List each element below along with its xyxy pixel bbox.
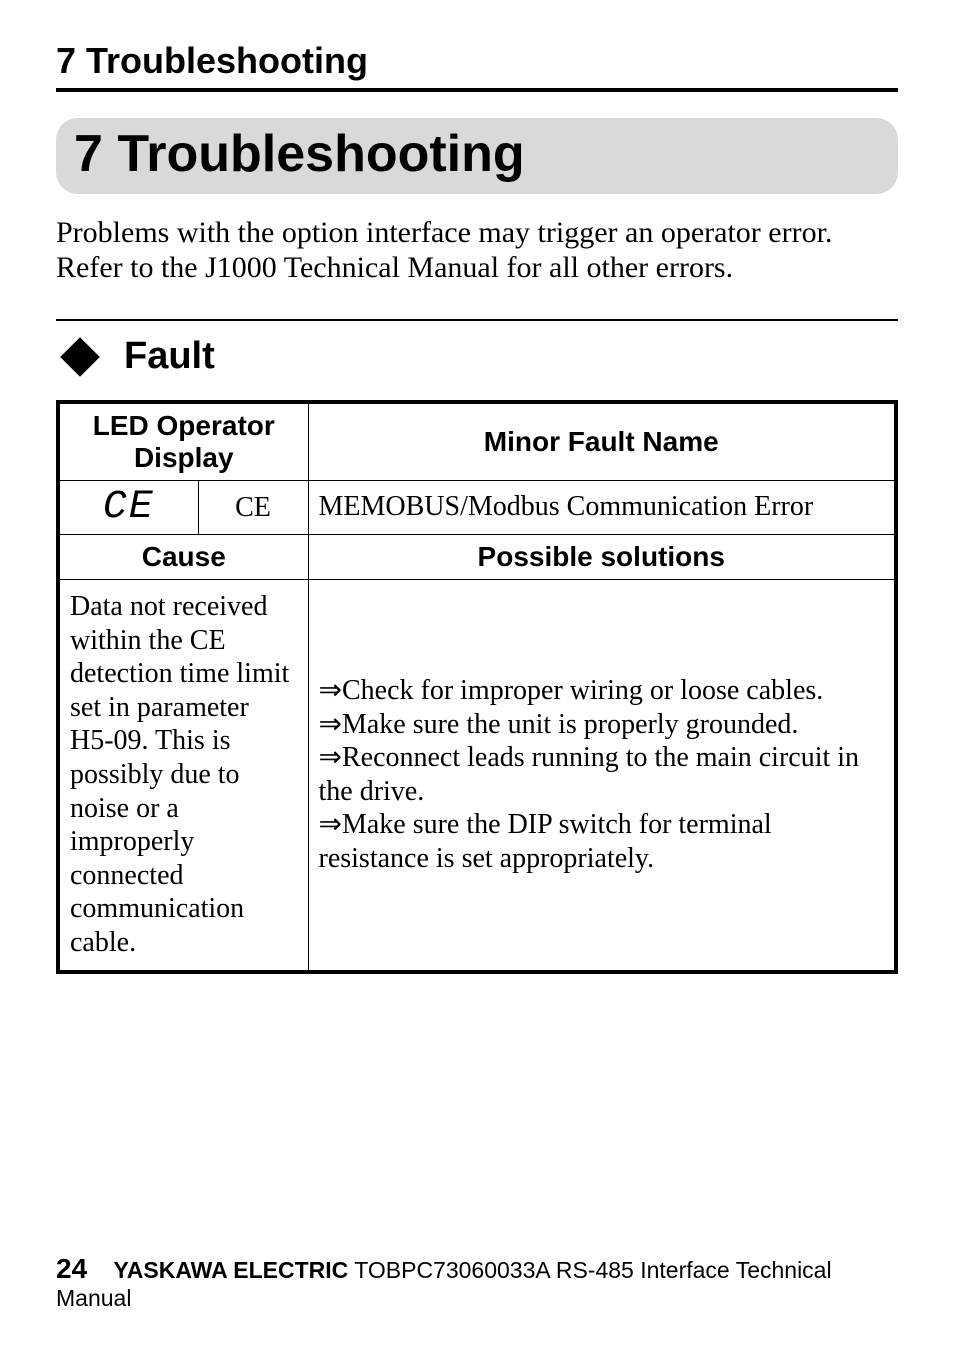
col-header-fault-name: Minor Fault Name (308, 402, 896, 481)
running-head: 7 Troubleshooting (56, 40, 898, 92)
table-row: Cause Possible solutions (58, 535, 896, 580)
page-number: 24 (56, 1253, 87, 1284)
col-header-solutions: Possible solutions (308, 535, 896, 580)
col-header-cause: Cause (58, 535, 308, 580)
diamond-icon (60, 337, 100, 377)
solution-line: ⇒Make sure the unit is properly grounded… (319, 708, 885, 742)
led-display-cell: CE (58, 481, 198, 535)
section-title: Fault (124, 335, 215, 378)
chapter-title-bar: 7 Troubleshooting (56, 118, 898, 194)
code-cell: CE (198, 481, 308, 535)
intro-paragraph: Problems with the option interface may t… (56, 216, 898, 285)
table-row: LED Operator Display Minor Fault Name (58, 402, 896, 481)
solution-line: ⇒Reconnect leads running to the main cir… (319, 741, 885, 808)
table-row: Data not received within the CE detectio… (58, 580, 896, 972)
cause-cell: Data not received within the CE detectio… (58, 580, 308, 972)
fault-table: LED Operator Display Minor Fault Name CE… (56, 400, 898, 974)
section-header: Fault (56, 319, 898, 378)
fault-name-cell: MEMOBUS/Modbus Communication Error (308, 481, 896, 535)
footer-brand: YASKAWA ELECTRIC (114, 1257, 349, 1283)
footer: 24 YASKAWA ELECTRIC TOBPC73060033A RS-48… (56, 1253, 898, 1312)
solution-line: ⇒Make sure the DIP switch for terminal r… (319, 808, 885, 875)
solutions-cell: ⇒Check for improper wiring or loose cabl… (308, 580, 896, 972)
table-row: CE CE MEMOBUS/Modbus Communication Error (58, 481, 896, 535)
solution-line: ⇒Check for improper wiring or loose cabl… (319, 674, 885, 708)
col-header-led: LED Operator Display (58, 402, 308, 481)
